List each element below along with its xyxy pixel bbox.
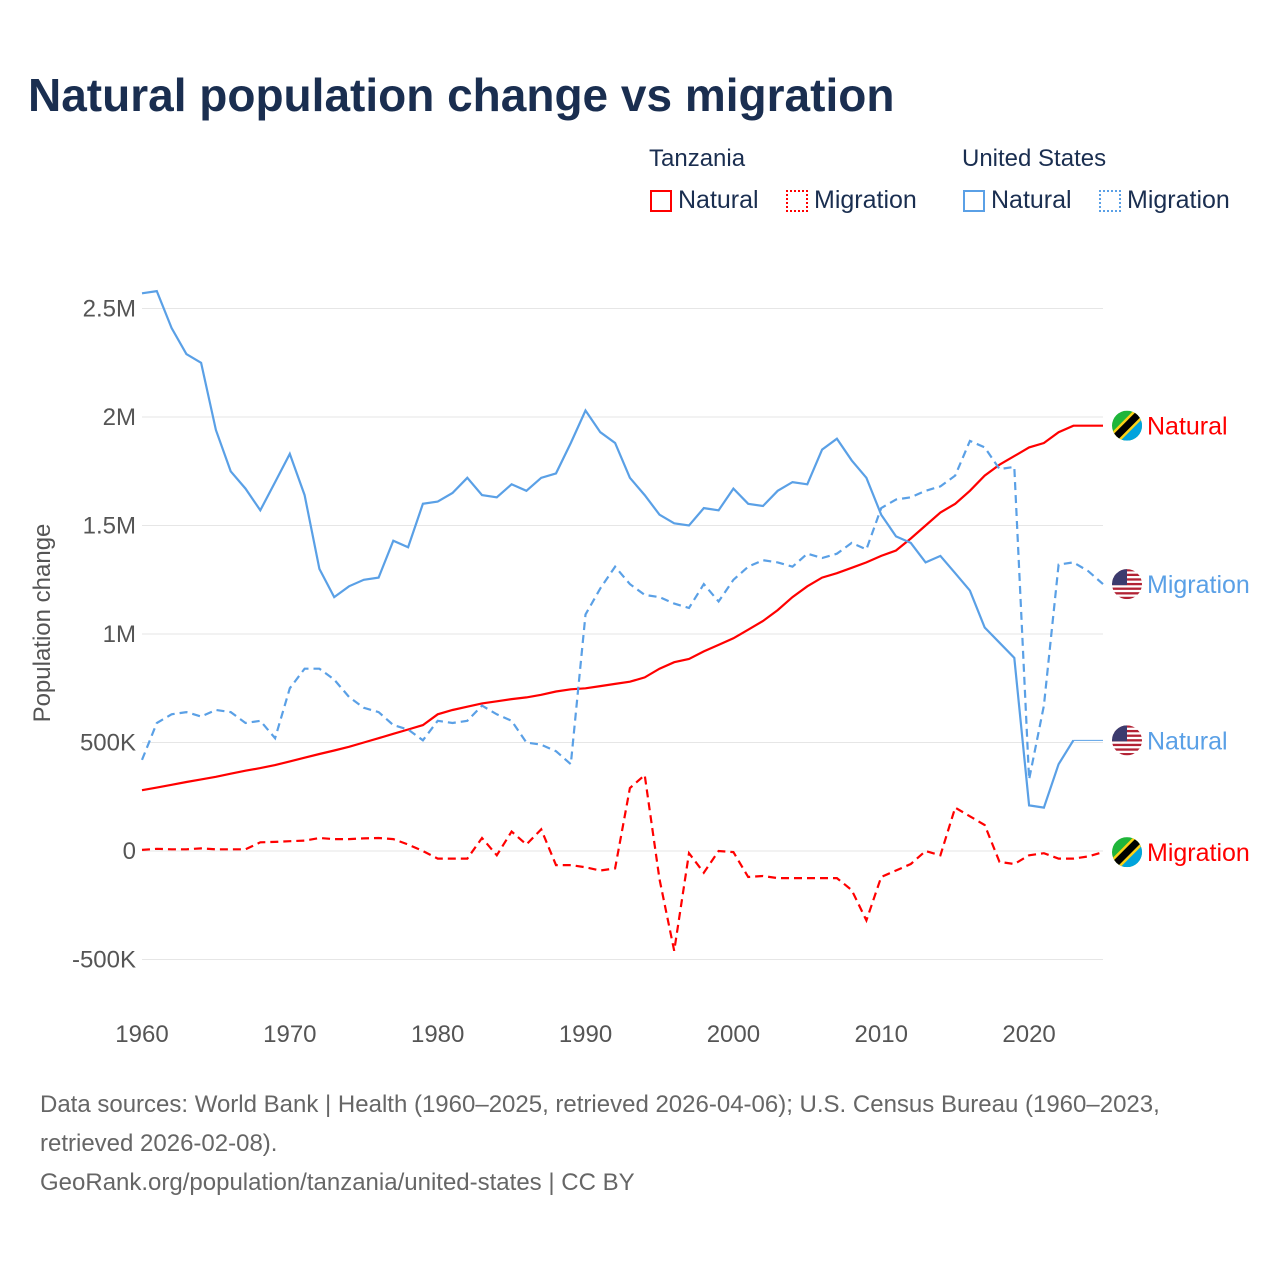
x-tick-label: 1980 xyxy=(411,1021,464,1048)
series-end-label: Migration xyxy=(1147,839,1250,867)
y-tick-label: -500K xyxy=(72,947,136,974)
legend-tanzania-natural[interactable]: Natural xyxy=(650,186,759,215)
legend-swatch xyxy=(1099,189,1121,212)
legend-label: Natural xyxy=(991,186,1072,214)
x-tick-label: 1960 xyxy=(115,1021,168,1048)
series-end-label: Natural xyxy=(1147,727,1228,755)
legend-label: Natural xyxy=(678,186,759,214)
y-tick-label: 500K xyxy=(80,730,136,757)
y-tick-label: 2.5M xyxy=(83,296,136,323)
legend-label: Migration xyxy=(814,186,917,214)
series-line-united-states-migration xyxy=(140,439,1104,780)
legend-swatch xyxy=(963,189,985,212)
legend-us-natural[interactable]: Natural xyxy=(963,186,1072,215)
legend-title-united-states: United States xyxy=(962,145,1107,172)
legend-tanzania-migration[interactable]: Migration xyxy=(786,186,917,215)
legend-label: Migration xyxy=(1127,186,1230,214)
tanzania-flag-icon xyxy=(1112,837,1142,868)
legend-swatch xyxy=(650,189,672,212)
legend-title-tanzania: Tanzania xyxy=(649,145,746,172)
tanzania-flag-icon xyxy=(1112,410,1142,441)
x-tick-label: 2020 xyxy=(1002,1021,1055,1048)
footer-attribution[interactable]: GeoRank.org/population/tanzania/united-s… xyxy=(40,1169,635,1196)
y-tick-label: 0 xyxy=(123,838,136,865)
us-flag-icon xyxy=(1112,725,1142,756)
y-tick-label: 2M xyxy=(103,404,136,431)
us-flag-icon xyxy=(1112,569,1142,600)
x-tick-label: 2000 xyxy=(707,1021,760,1048)
footer-sources-cont: retrieved 2026-02-08). xyxy=(40,1130,278,1157)
y-tick-label: 1.5M xyxy=(83,513,136,540)
chart-title: Natural population change vs migration xyxy=(28,69,895,121)
series-line-tanzania-migration xyxy=(141,772,1104,952)
x-tick-label: 2010 xyxy=(855,1021,908,1048)
series-line-tanzania-natural xyxy=(141,424,1103,792)
y-axis-label: Population change xyxy=(29,524,56,723)
legend-us-migration[interactable]: Migration xyxy=(1099,186,1230,215)
legend-swatch xyxy=(786,189,808,212)
y-tick-label: 1M xyxy=(103,621,136,648)
x-tick-label: 1990 xyxy=(559,1021,612,1048)
series-end-label: Natural xyxy=(1147,413,1228,441)
series-end-label: Migration xyxy=(1147,571,1250,599)
footer-sources: Data sources: World Bank | Health (1960–… xyxy=(40,1091,1160,1118)
series-line-united-states-natural xyxy=(141,289,1075,809)
x-tick-label: 1970 xyxy=(263,1021,316,1048)
